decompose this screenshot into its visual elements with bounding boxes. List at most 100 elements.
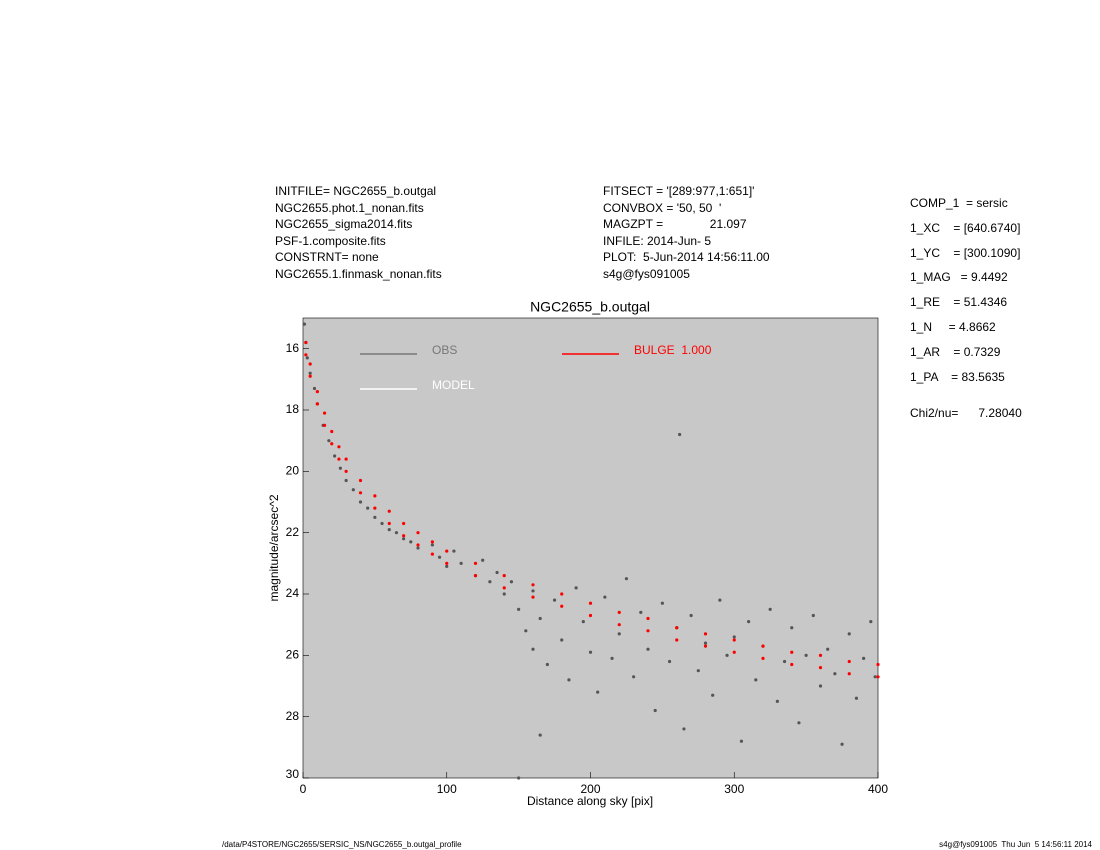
- point: [373, 515, 377, 519]
- point: [790, 650, 794, 654]
- header-line: 1_XC = [640.6740]: [910, 220, 1021, 235]
- point: [840, 742, 844, 746]
- point: [531, 647, 535, 651]
- point: [869, 620, 873, 624]
- point: [545, 662, 549, 667]
- point: [488, 580, 492, 584]
- point: [560, 604, 564, 608]
- point: [754, 678, 758, 682]
- point: [588, 601, 593, 605]
- point: [387, 509, 391, 513]
- point: [358, 500, 363, 504]
- point: [509, 580, 514, 584]
- y-tick-label: 16: [286, 341, 300, 355]
- header-line: CONSTRNT= none: [275, 250, 379, 264]
- point: [337, 445, 341, 449]
- point: [876, 675, 880, 679]
- point: [312, 386, 317, 391]
- point: [678, 432, 682, 437]
- point: [552, 598, 557, 602]
- point: [790, 662, 794, 667]
- point: [315, 390, 319, 394]
- header-line: PLOT: 5-Jun-2014 14:56:11.00: [603, 250, 770, 264]
- point: [330, 442, 334, 446]
- header-line: MAGZPT = 21.097: [603, 217, 747, 231]
- header-line: NGC2655_sigma2014.fits: [275, 217, 413, 231]
- point: [790, 626, 794, 630]
- point: [703, 632, 708, 636]
- legend-label: OBS: [432, 343, 457, 357]
- point: [344, 457, 348, 461]
- point: [302, 322, 307, 326]
- point: [445, 564, 449, 569]
- point: [682, 727, 686, 731]
- x-tick-label: 0: [300, 782, 307, 796]
- point: [344, 478, 348, 483]
- chart-title: NGC2655_b.outgal: [530, 299, 650, 315]
- y-tick-label: 30: [286, 767, 300, 781]
- x-tick-label: 100: [437, 782, 457, 796]
- point: [847, 659, 851, 664]
- point: [495, 570, 499, 575]
- point: [402, 537, 406, 541]
- point: [459, 561, 463, 565]
- point: [675, 626, 679, 630]
- point: [768, 607, 772, 611]
- point: [732, 650, 736, 654]
- header-line: INITFILE= NGC2655_b.outgal: [275, 184, 437, 198]
- point: [416, 543, 420, 547]
- footer-right: s4g@fys091005 Thu Jun 5 14:56:11 2014: [939, 840, 1092, 849]
- point: [502, 574, 506, 578]
- point: [646, 616, 650, 621]
- point: [876, 662, 880, 667]
- header-middle: FITSECT = '[289:977,1:651]' CONVBOX = '50…: [603, 183, 770, 282]
- header-line: COMP_1 = sersic: [910, 196, 1008, 210]
- point: [775, 699, 779, 703]
- point: [646, 647, 650, 651]
- series-points: [302, 322, 877, 780]
- point: [322, 423, 327, 427]
- point: [337, 457, 341, 461]
- point: [416, 531, 420, 535]
- point: [818, 666, 823, 670]
- point: [531, 583, 535, 587]
- header-line: 1_MAG = 9.4492: [910, 270, 1008, 285]
- header-line: 1_PA = 83.5635: [910, 369, 1005, 384]
- point: [473, 574, 478, 578]
- y-axis-label: magnitude/arcsec^2: [267, 494, 281, 601]
- point: [344, 469, 348, 473]
- header-line: CONVBOX = '50, 50 ': [603, 200, 722, 215]
- y-tick-label: 22: [286, 525, 300, 539]
- point: [315, 402, 319, 406]
- point: [711, 693, 715, 697]
- y-tick-label: 26: [286, 648, 300, 662]
- point: [445, 549, 449, 553]
- x-axis-label: Distance along sky [pix]: [527, 794, 653, 808]
- point: [847, 632, 851, 636]
- point: [330, 429, 334, 434]
- point: [402, 534, 406, 538]
- point: [617, 623, 621, 627]
- point: [847, 672, 851, 676]
- point: [588, 650, 593, 654]
- point: [617, 610, 621, 615]
- point: [358, 491, 363, 495]
- point: [366, 506, 370, 510]
- point: [624, 577, 629, 581]
- point: [667, 659, 672, 664]
- point: [732, 635, 736, 639]
- x-tick-label: 200: [580, 782, 600, 796]
- point: [581, 620, 585, 624]
- header-line: 1_RE = 51.4346: [910, 295, 1008, 310]
- point: [437, 555, 442, 559]
- point: [854, 696, 859, 700]
- point: [804, 653, 808, 657]
- point: [531, 589, 535, 593]
- point: [308, 371, 312, 375]
- point: [524, 629, 528, 633]
- point: [560, 592, 564, 596]
- y-tick-label: 20: [286, 464, 300, 478]
- point: [358, 478, 363, 483]
- point: [502, 586, 506, 590]
